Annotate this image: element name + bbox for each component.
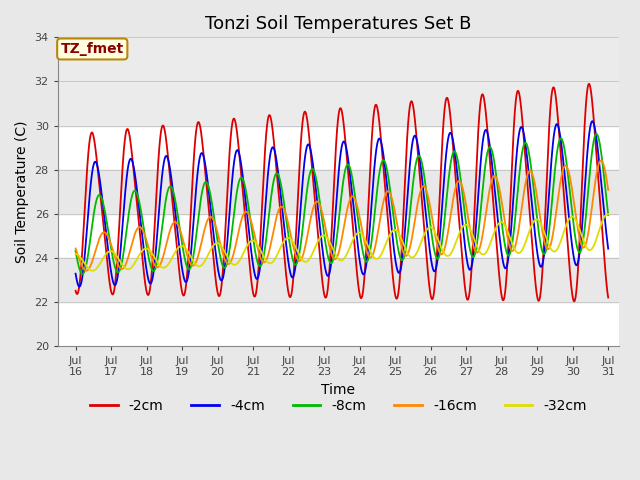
Bar [58, 37, 619, 126]
Title: Tonzi Soil Temperatures Set B: Tonzi Soil Temperatures Set B [205, 15, 472, 33]
Y-axis label: Soil Temperature (C): Soil Temperature (C) [15, 120, 29, 263]
X-axis label: Time: Time [321, 383, 355, 396]
Legend: -2cm, -4cm, -8cm, -16cm, -32cm: -2cm, -4cm, -8cm, -16cm, -32cm [84, 394, 593, 419]
Bar [58, 258, 619, 302]
Bar [58, 258, 619, 302]
Text: TZ_fmet: TZ_fmet [61, 42, 124, 56]
Bar [58, 82, 619, 126]
Bar [58, 170, 619, 214]
Bar [58, 170, 619, 214]
